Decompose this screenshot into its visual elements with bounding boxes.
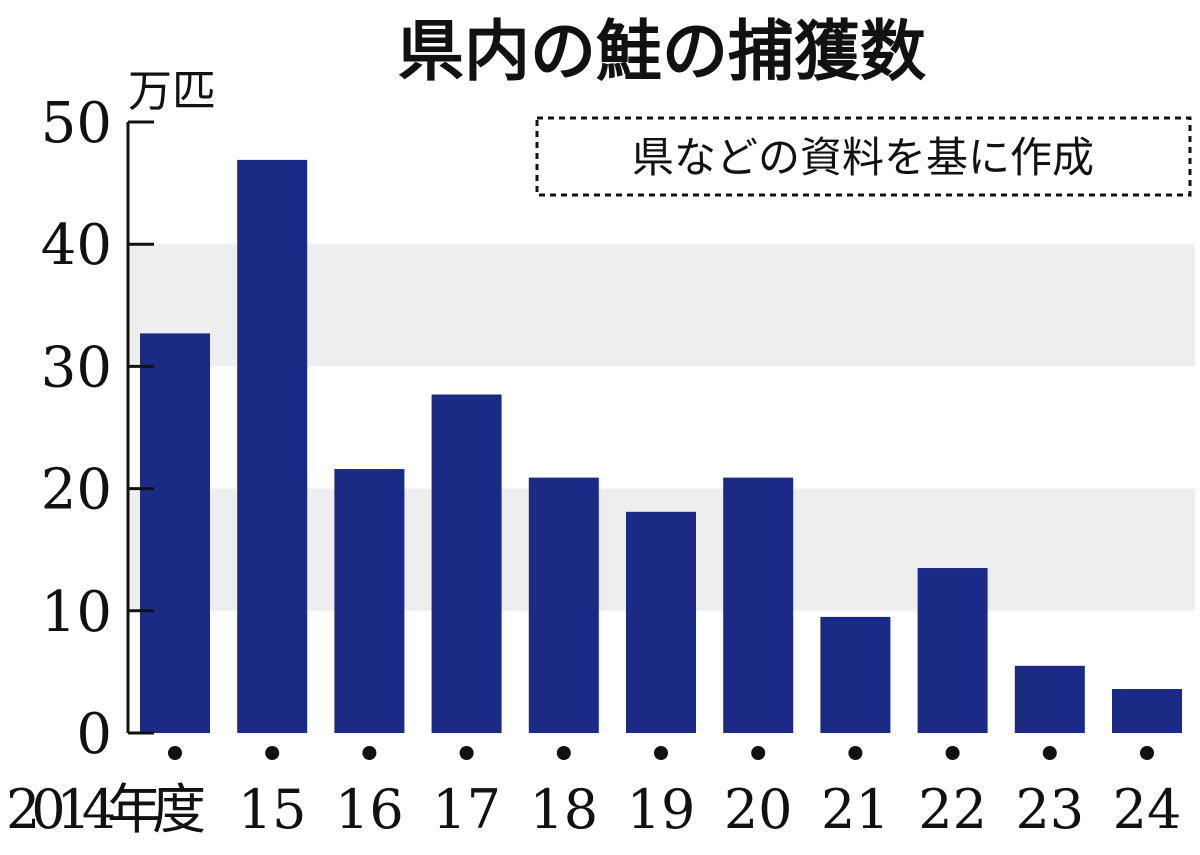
y-tick-label: 40: [41, 213, 112, 278]
bar: [237, 159, 308, 733]
x-tick-dot: [556, 746, 571, 760]
x-tick-label: 20: [724, 778, 793, 841]
bar: [626, 511, 696, 733]
y-tick-label: 0: [76, 702, 112, 767]
bar: [917, 568, 988, 733]
x-tick-dot: [362, 746, 377, 760]
bar: [334, 469, 405, 733]
x-tick-dot: [751, 746, 766, 760]
x-tick-label: 21: [821, 778, 890, 841]
x-tick-label: 17: [432, 778, 501, 841]
x-tick-dot: [945, 746, 960, 760]
x-tick-dot: [848, 746, 863, 760]
y-tick-label: 20: [41, 458, 112, 523]
y-unit-label: 万匹: [128, 66, 216, 117]
source-note-box: [535, 116, 1192, 197]
x-tick-dot: [1042, 746, 1057, 760]
x-tick-label: 16: [335, 778, 404, 841]
bar: [431, 394, 502, 733]
bar: [1112, 689, 1182, 733]
x-tick-dot: [459, 746, 474, 760]
x-tick-label: 24: [1113, 778, 1182, 841]
x-tick-label: 19: [627, 778, 696, 841]
bars: [140, 159, 1182, 733]
x-tick-label: 23: [1015, 778, 1084, 841]
x-tick-dot: [1140, 746, 1154, 760]
bar: [528, 477, 599, 733]
source-note: 県などの資料を基に作成: [632, 133, 1094, 182]
x-tick-label: 15: [238, 778, 307, 841]
y-axis: 0 10 20 30 40 50: [41, 91, 154, 767]
bar: [140, 333, 210, 733]
bar: [1014, 665, 1085, 733]
bar: [723, 477, 794, 733]
x-tick-label: 22: [918, 778, 987, 841]
y-tick-label: 30: [41, 335, 112, 400]
x-tick-label: 2014年度: [6, 778, 206, 841]
bar: [820, 616, 891, 733]
x-tick-dot: [168, 746, 182, 760]
x-tick-dot: [654, 746, 668, 760]
x-tick-label: 18: [529, 778, 598, 841]
x-axis: 2014年度 15 16 17 18 19 20 21 22 23 24: [6, 746, 1181, 841]
y-tick-label: 50: [41, 91, 112, 156]
x-tick-dot: [265, 746, 280, 760]
chart-title: 県内の鮭の捕獲数: [398, 13, 926, 90]
y-tick-label: 10: [41, 580, 112, 645]
